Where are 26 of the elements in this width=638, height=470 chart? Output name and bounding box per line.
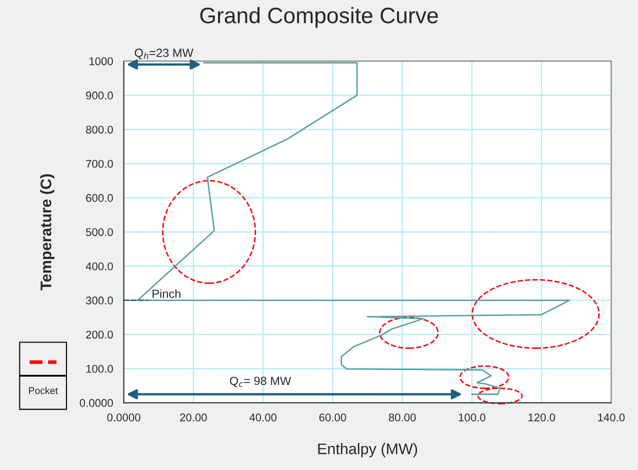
x-tick-label: 100.0 bbox=[458, 414, 486, 422]
annotation: Pinch bbox=[152, 289, 180, 298]
y-tick-label: 100.0 bbox=[86, 364, 113, 373]
x-axis-title: Enthalpy (MW) bbox=[318, 443, 418, 458]
y-tick-label: 500.0 bbox=[86, 228, 113, 236]
y-tick-label: 700.0 bbox=[86, 160, 113, 168]
y-tick-label: 300.0 bbox=[86, 296, 113, 304]
chart-title: Grand Composite Curve bbox=[200, 7, 438, 28]
x-tick-label: 80.00 bbox=[388, 414, 416, 422]
x-tick-label: 0.0000 bbox=[107, 414, 140, 422]
x-tick-label: 120.0 bbox=[528, 414, 556, 422]
annotation: Q$_{c}$= 98 MW bbox=[230, 376, 292, 388]
y-tick-label: 900.0 bbox=[86, 92, 113, 100]
y-tick-label: 600.0 bbox=[86, 194, 113, 202]
x-tick-label: 140.0 bbox=[598, 414, 625, 422]
y-tick-label: 200.0 bbox=[86, 330, 113, 339]
x-tick-label: 60.00 bbox=[319, 414, 346, 422]
text: Pocket bbox=[29, 386, 58, 394]
x-tick-label: 40.00 bbox=[249, 414, 277, 422]
x-tick-label: 20.00 bbox=[180, 414, 207, 422]
y-axis-title: Temperature (C) bbox=[40, 174, 54, 290]
y-tick-label: 400.0 bbox=[86, 262, 113, 270]
annotation: Q$_{h}$=23 MW bbox=[134, 48, 194, 60]
y-tick-label: 1000 bbox=[89, 57, 113, 66]
y-tick-label: 800.0 bbox=[86, 126, 113, 134]
y-tick-label: 0.0000 bbox=[80, 399, 113, 407]
